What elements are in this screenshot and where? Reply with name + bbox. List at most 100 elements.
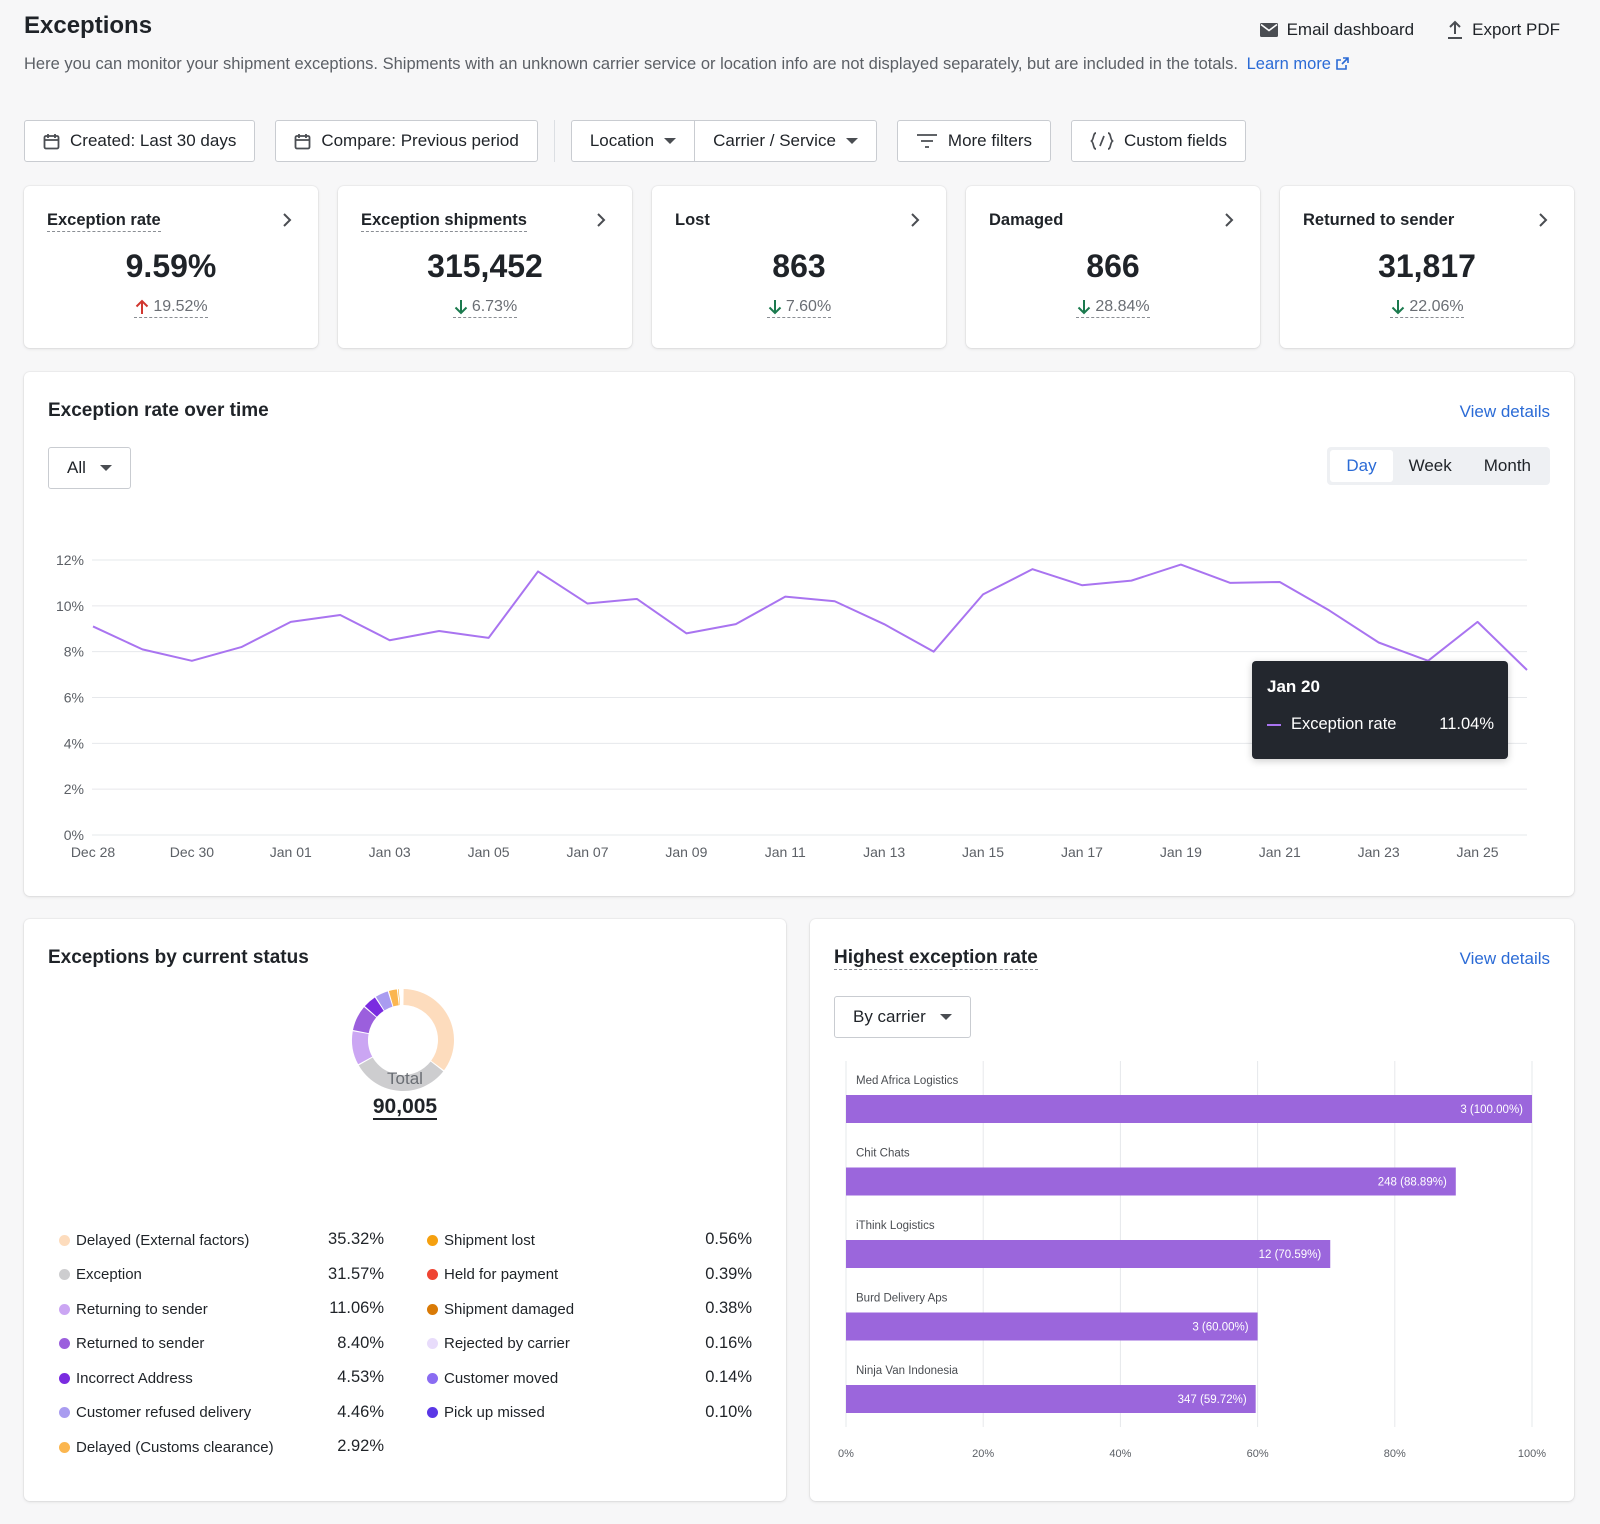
series-dropdown[interactable]: All xyxy=(48,447,131,489)
legend-dot xyxy=(59,1269,70,1280)
x-tick-label: Dec 28 xyxy=(71,844,116,860)
x-tick-label: Jan 09 xyxy=(665,844,707,860)
legend-label: Rejected by carrier xyxy=(444,1335,570,1352)
legend-item[interactable]: Customer refused delivery xyxy=(59,1402,251,1424)
chevron-right-icon[interactable] xyxy=(1538,212,1548,228)
legend-item[interactable]: Customer moved xyxy=(427,1367,558,1389)
period-day-button[interactable]: Day xyxy=(1330,450,1393,482)
learn-more-label: Learn more xyxy=(1246,55,1331,73)
legend-item[interactable]: Rejected by carrier xyxy=(427,1333,570,1355)
donut-total-value[interactable]: 90,005 xyxy=(24,1095,786,1120)
legend-dot xyxy=(427,1338,438,1349)
legend-item[interactable]: Incorrect Address xyxy=(59,1367,193,1389)
donut-slice xyxy=(364,997,384,1017)
x-tick-label: 80% xyxy=(1384,1448,1406,1460)
tooltip-series-name: Exception rate xyxy=(1291,715,1397,733)
donut-slice xyxy=(352,1007,377,1034)
bar-category-label: Chit Chats xyxy=(856,1148,910,1160)
bar xyxy=(846,1312,1258,1341)
bar-category-label: Med Africa Logistics xyxy=(856,1075,959,1087)
x-tick-label: 40% xyxy=(1109,1448,1131,1460)
compare-filter-button[interactable]: Compare: Previous period xyxy=(275,120,538,162)
group-by-dropdown[interactable]: By carrier xyxy=(834,996,971,1038)
legend-item[interactable]: Exception xyxy=(59,1264,142,1286)
kpi-card[interactable]: Exception rate 9.59% 19.52% xyxy=(24,186,318,348)
email-dashboard-button[interactable]: Email dashboard xyxy=(1259,20,1415,40)
legend-label: Shipment lost xyxy=(444,1231,535,1249)
tooltip-series-swatch xyxy=(1267,723,1281,726)
kpi-delta: 22.06% xyxy=(1390,298,1464,318)
legend-dot xyxy=(59,1234,70,1246)
kpi-label: Damaged xyxy=(989,211,1064,229)
bar xyxy=(846,1385,1256,1413)
legend-percent: 0.39% xyxy=(705,1264,752,1283)
legend-dot xyxy=(59,1407,70,1418)
legend-item[interactable]: Pick up missed xyxy=(427,1402,545,1424)
x-tick-label: Dec 30 xyxy=(170,844,215,860)
view-details-link[interactable]: View details xyxy=(1459,402,1550,421)
x-tick-label: Jan 01 xyxy=(270,844,312,860)
kpi-value: 9.59% xyxy=(125,248,217,284)
legend-item[interactable]: Shipment damaged xyxy=(427,1298,574,1320)
email-dashboard-label: Email dashboard xyxy=(1286,20,1415,39)
calendar-icon xyxy=(43,133,60,150)
kpi-delta-value: 19.52% xyxy=(153,298,208,315)
subtitle-text: Here you can monitor your shipment excep… xyxy=(24,55,1239,73)
x-tick-label: Jan 13 xyxy=(863,844,905,860)
chevron-right-icon[interactable] xyxy=(1224,212,1234,228)
legend-percent: 0.10% xyxy=(705,1402,752,1421)
chevron-down-icon xyxy=(939,1014,952,1020)
legend-label: Pick up missed xyxy=(444,1404,545,1421)
legend-dot xyxy=(59,1441,70,1453)
legend-percent: 4.46% xyxy=(337,1402,384,1421)
period-week-button[interactable]: Week xyxy=(1408,456,1452,475)
carrier-service-filter-dropdown[interactable]: Carrier / Service xyxy=(694,120,877,162)
kpi-card[interactable]: Lost 863 7.60% xyxy=(652,186,946,348)
learn-more-link[interactable]: Learn more xyxy=(1247,55,1349,73)
legend-percent: 2.92% xyxy=(337,1437,384,1455)
group-by-dropdown-label: By carrier xyxy=(853,1007,926,1026)
legend-label: Exception xyxy=(76,1266,142,1283)
bar xyxy=(846,1167,1456,1196)
created-filter-button[interactable]: Created: Last 30 days xyxy=(24,120,256,162)
arrow-down-icon xyxy=(1390,298,1406,316)
created-filter-label: Created: Last 30 days xyxy=(70,131,237,150)
kpi-delta-value: 22.06% xyxy=(1409,298,1464,315)
legend-item[interactable]: Delayed (External factors) xyxy=(59,1229,249,1251)
tooltip-date: Jan 20 xyxy=(1267,677,1320,696)
bar xyxy=(846,1240,1331,1268)
legend-percent: 0.56% xyxy=(705,1230,752,1248)
kpi-value: 31,817 xyxy=(1378,248,1476,284)
legend-percent: 11.06% xyxy=(329,1299,384,1317)
donut-slice xyxy=(358,1057,444,1091)
location-filter-label: Location xyxy=(589,131,655,150)
legend-item[interactable]: Returned to sender xyxy=(59,1333,204,1355)
location-filter-dropdown[interactable]: Location xyxy=(570,120,695,162)
custom-fields-button[interactable]: Custom fields xyxy=(1070,120,1246,162)
period-month-button[interactable]: Month xyxy=(1483,456,1531,475)
chevron-right-icon[interactable] xyxy=(596,212,606,228)
arrow-up-icon xyxy=(134,298,150,316)
chevron-right-icon[interactable] xyxy=(910,212,920,228)
legend-item[interactable]: Returning to sender xyxy=(59,1298,208,1320)
kpi-card[interactable]: Returned to sender 31,817 22.06% xyxy=(1280,186,1574,348)
x-tick-label: Jan 21 xyxy=(1259,844,1301,860)
exception-rate-line-chart: 0% 2% 4% 6% 8% 10% 12% Dec 28 Dec 30 Jan 01 Jan 03… xyxy=(56,552,1528,860)
kpi-card[interactable]: Damaged 866 28.84% xyxy=(966,186,1260,348)
exceptions-by-status-title: Exceptions by current status xyxy=(48,947,309,968)
more-filters-button[interactable]: More filters xyxy=(896,120,1051,162)
legend-item[interactable]: Held for payment xyxy=(427,1264,558,1286)
bar xyxy=(846,1095,1532,1123)
x-tick-label: Jan 15 xyxy=(962,844,1004,860)
view-details-link[interactable]: View details xyxy=(1459,949,1550,968)
legend-label: Held for payment xyxy=(444,1266,559,1283)
chevron-right-icon[interactable] xyxy=(282,212,292,228)
legend-item[interactable]: Delayed (Customs clearance) xyxy=(59,1436,274,1458)
bar-data-label: 248 (88.89%) xyxy=(1378,1177,1447,1189)
export-pdf-button[interactable]: Export PDF xyxy=(1446,20,1560,40)
y-tick-label: 6% xyxy=(64,690,84,706)
legend-dot xyxy=(59,1372,70,1384)
series-dropdown-label: All xyxy=(67,458,86,477)
kpi-card[interactable]: Exception shipments 315,452 6.73% xyxy=(338,186,632,348)
legend-item[interactable]: Shipment lost xyxy=(427,1229,535,1251)
